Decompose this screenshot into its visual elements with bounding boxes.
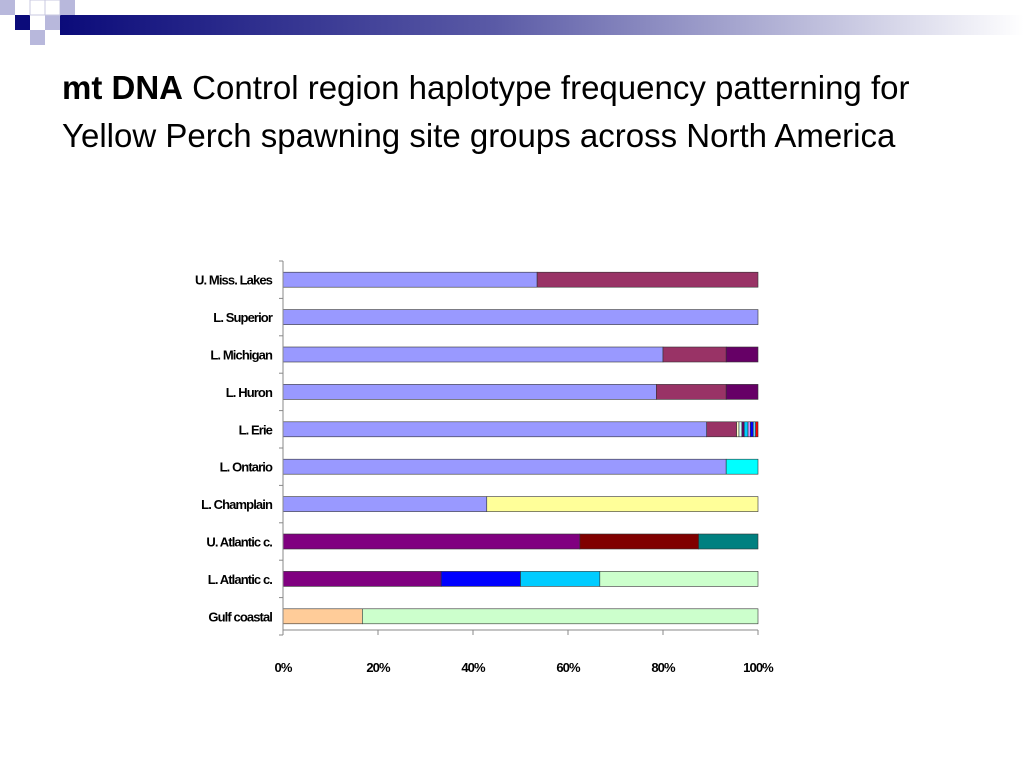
bar-segment [706, 421, 737, 438]
bar-segment [698, 533, 759, 550]
category-label: L. Atlantic c. [208, 572, 272, 587]
x-tick-label: 60% [556, 660, 581, 675]
bar-segment [750, 421, 754, 438]
category-label: Gulf coastal [208, 609, 272, 624]
category-label: L. Michigan [210, 348, 273, 363]
x-tick-label: 80% [651, 660, 676, 675]
bar-segment [440, 571, 521, 587]
labels-layer: U. Miss. Lakes L. Superior L. Michigan L. H… [195, 273, 775, 675]
category-label: L. Huron [226, 385, 273, 400]
header-square-5 [30, 30, 45, 45]
bar-segment [282, 533, 581, 550]
header-square-4 [45, 15, 60, 30]
category-label: L. Erie [239, 422, 273, 437]
bar-segment [520, 571, 601, 587]
bar-segment [755, 421, 759, 438]
bar-segment [282, 271, 538, 288]
bar-segment [486, 496, 759, 512]
x-tick-label: 0% [275, 660, 293, 675]
bar-segment [282, 309, 759, 325]
axes-layer [279, 260, 759, 636]
bar-segment [736, 421, 740, 438]
bar-segment [282, 458, 727, 475]
slide-title-rest: Control region haplotype frequency patte… [62, 69, 910, 154]
bar-segment [743, 421, 749, 438]
bar-segment [599, 571, 759, 587]
bar-segment [656, 384, 727, 400]
bar-segment [282, 571, 442, 587]
header-square-1 [0, 0, 15, 15]
bar-segment [536, 271, 759, 288]
bars-layer [282, 271, 759, 625]
slide-title-bold: mt DNA [62, 69, 183, 106]
bar-segment [282, 496, 488, 512]
header-square-2 [15, 15, 30, 30]
bar-segment [579, 533, 699, 550]
category-label: L. Superior [213, 310, 273, 325]
x-tick-label: 20% [366, 660, 391, 675]
bar-segment [362, 608, 759, 625]
bar-segment [725, 346, 759, 363]
x-tick-label: 100% [743, 660, 774, 675]
bar-segment [747, 421, 751, 438]
category-label: L. Ontario [220, 460, 273, 475]
bar-segment [725, 458, 759, 475]
category-label: L. Champlain [201, 497, 273, 512]
x-tick-label: 40% [461, 660, 486, 675]
header-square-7 [60, 0, 75, 15]
bar-segment [738, 421, 743, 438]
category-label: U. Miss. Lakes [195, 273, 273, 288]
bar-segment [282, 421, 708, 438]
bar-segment [741, 421, 745, 438]
header-gradient-band [60, 15, 1024, 35]
header-decoration [0, 0, 1024, 45]
slide-title: mt DNA Control region haplotype frequenc… [62, 64, 962, 160]
bar-segment [282, 608, 363, 625]
bar-segment [725, 384, 759, 400]
bar-segment [752, 421, 756, 438]
bar-segment [282, 346, 664, 363]
category-label: U. Atlantic c. [206, 535, 272, 550]
bar-segment [282, 384, 657, 400]
bar-segment [662, 346, 727, 363]
